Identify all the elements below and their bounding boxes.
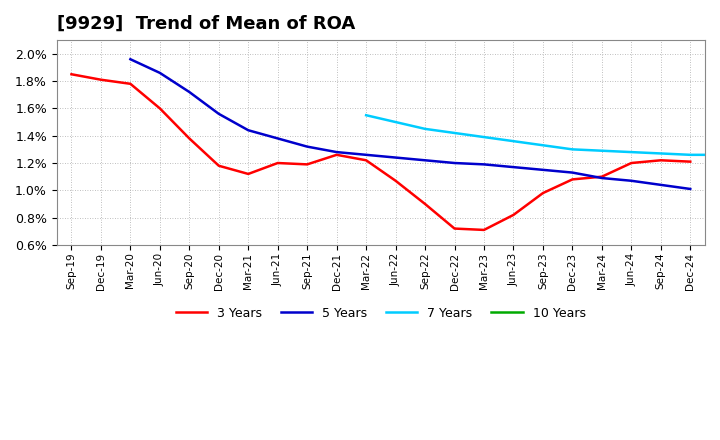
7 Years	[362, 113, 371, 118]
3 Years	[362, 158, 371, 163]
5 Years	[686, 186, 695, 191]
3 Years	[420, 202, 429, 207]
5 Years	[126, 57, 135, 62]
Line: 5 Years: 5 Years	[130, 59, 690, 189]
3 Years	[598, 174, 606, 180]
3 Years	[568, 177, 577, 182]
3 Years	[333, 152, 341, 158]
5 Years	[215, 111, 223, 117]
3 Years	[215, 163, 223, 169]
Line: 3 Years: 3 Years	[71, 74, 690, 230]
3 Years	[67, 72, 76, 77]
Legend: 3 Years, 5 Years, 7 Years, 10 Years: 3 Years, 5 Years, 7 Years, 10 Years	[171, 302, 590, 325]
7 Years	[716, 152, 720, 158]
5 Years	[480, 162, 488, 167]
5 Years	[244, 128, 253, 133]
5 Years	[627, 178, 636, 183]
7 Years	[686, 152, 695, 158]
5 Years	[156, 70, 164, 76]
3 Years	[627, 160, 636, 165]
3 Years	[391, 178, 400, 183]
3 Years	[657, 158, 665, 163]
3 Years	[480, 227, 488, 233]
3 Years	[686, 159, 695, 164]
3 Years	[274, 160, 282, 165]
Text: [9929]  Trend of Mean of ROA: [9929] Trend of Mean of ROA	[57, 15, 355, 33]
5 Years	[598, 176, 606, 181]
7 Years	[509, 139, 518, 144]
3 Years	[303, 162, 312, 167]
7 Years	[450, 130, 459, 136]
5 Years	[391, 155, 400, 160]
5 Years	[539, 167, 547, 172]
7 Years	[480, 135, 488, 140]
5 Years	[450, 160, 459, 165]
7 Years	[420, 126, 429, 132]
5 Years	[185, 89, 194, 95]
5 Years	[303, 144, 312, 149]
7 Years	[391, 119, 400, 125]
5 Years	[333, 150, 341, 155]
7 Years	[627, 150, 636, 155]
3 Years	[185, 136, 194, 141]
3 Years	[539, 191, 547, 196]
3 Years	[126, 81, 135, 86]
3 Years	[450, 226, 459, 231]
7 Years	[568, 147, 577, 152]
5 Years	[568, 170, 577, 175]
Line: 7 Years: 7 Years	[366, 115, 720, 155]
5 Years	[509, 165, 518, 170]
3 Years	[96, 77, 105, 82]
3 Years	[156, 106, 164, 111]
5 Years	[657, 182, 665, 187]
7 Years	[598, 148, 606, 154]
5 Years	[274, 136, 282, 141]
7 Years	[657, 151, 665, 156]
5 Years	[362, 152, 371, 158]
3 Years	[244, 171, 253, 176]
7 Years	[539, 143, 547, 148]
5 Years	[420, 158, 429, 163]
3 Years	[509, 212, 518, 217]
